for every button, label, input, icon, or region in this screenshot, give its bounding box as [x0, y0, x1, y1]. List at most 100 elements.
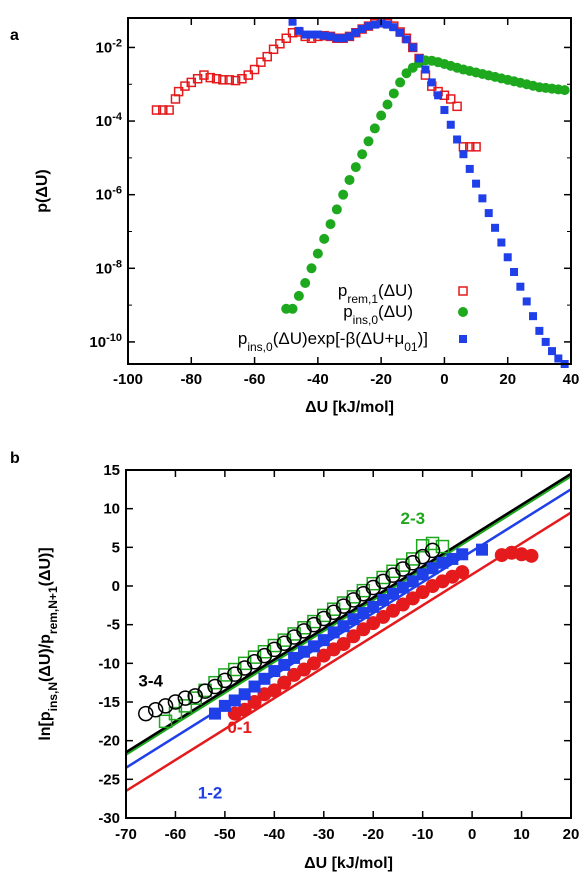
data-point-insexp: [440, 106, 449, 115]
panel-a-x-axis-label: ΔU [kJ/mol]: [305, 399, 394, 416]
data-point-3-4: [345, 592, 362, 608]
data-point-1-2: [248, 680, 261, 693]
y-tick-label: 10-4: [96, 111, 123, 130]
data-point-ins: [559, 85, 570, 96]
data-point-insexp: [427, 78, 436, 87]
data-point-3-4: [246, 654, 263, 670]
data-point-1-2: [367, 600, 380, 613]
data-point-1-2: [288, 651, 301, 664]
data-point-insexp: [383, 20, 392, 29]
y-tick-label: 10-10: [89, 332, 122, 351]
data-point-3-4: [424, 542, 441, 559]
data-point-3-4: [236, 660, 253, 676]
panel-a-label: a: [10, 27, 19, 44]
data-point-rem: [262, 51, 272, 62]
data-point-2-3: [415, 539, 430, 553]
data-point-1-2: [357, 607, 370, 620]
data-point-ins: [363, 136, 374, 147]
data-point-insexp: [541, 337, 550, 346]
x-tick-label: -100: [113, 371, 143, 388]
data-point-insexp: [345, 32, 354, 41]
data-point-ins: [395, 77, 406, 88]
x-tick-label: -40: [307, 371, 329, 388]
data-point-insexp: [548, 347, 557, 356]
x-tick-label: 10: [513, 826, 530, 843]
data-point-rem: [224, 75, 235, 85]
data-point-rem: [158, 105, 168, 115]
panel-a-frame: [127, 17, 572, 365]
data-point-rem: [256, 57, 266, 67]
data-point-insexp: [396, 28, 405, 37]
data-point-insexp: [554, 354, 563, 363]
data-point-ins: [325, 219, 336, 230]
y-tick-label: -30: [98, 810, 120, 827]
data-point-insexp: [339, 34, 348, 43]
x-tick-label: 0: [468, 826, 476, 843]
data-point-insexp: [351, 28, 360, 37]
data-point-insexp: [415, 54, 424, 63]
data-point-insexp: [529, 312, 538, 321]
data-point-rem: [199, 70, 209, 80]
data-point-rem: [151, 105, 162, 115]
data-point-1-2: [327, 626, 340, 639]
data-point-insexp: [484, 209, 493, 218]
panel-b-x-axis-label: ΔU [kJ/mol]: [304, 855, 393, 872]
data-point-insexp: [408, 43, 417, 52]
panel-b-ticks: -70 -60 -50 -40 -30 -20 -10 0 10 20-30-25-20-15-1…: [98, 462, 579, 843]
panel-b-series: [138, 536, 539, 729]
legend-marker-insexp: [459, 335, 467, 343]
data-point-2-3: [178, 699, 193, 713]
data-point-3-4: [147, 701, 164, 718]
data-point-1-2: [446, 552, 459, 565]
data-point-rem: [211, 73, 222, 84]
data-point-2-3: [435, 539, 450, 554]
data-point-3-4: [227, 666, 243, 682]
series-label-1-2: 1-2: [198, 784, 223, 803]
data-point-ins: [306, 263, 317, 274]
data-point-0-1: [346, 629, 361, 644]
data-point-rem: [464, 142, 475, 152]
data-point-0-1: [267, 683, 282, 698]
x-tick-label: -50: [214, 826, 236, 843]
data-point-3-4: [197, 683, 213, 699]
data-point-0-1: [237, 702, 252, 717]
y-tick-label: -5: [107, 617, 120, 634]
data-point-ins: [293, 290, 304, 301]
legend-marker-rem: [458, 286, 468, 296]
data-point-insexp: [364, 22, 373, 31]
series-label-0-1: 0-1: [227, 718, 252, 737]
data-point-ins: [357, 149, 368, 160]
panel-b-ylabel-end: (ΔU)]: [37, 547, 54, 586]
data-point-insexp: [446, 120, 455, 129]
data-point-insexp: [294, 26, 303, 35]
data-point-rem: [275, 39, 285, 49]
data-point-rem: [173, 86, 184, 97]
data-point-insexp: [313, 30, 322, 39]
series-1-2: [209, 543, 488, 720]
x-tick-label: -40: [263, 826, 285, 843]
y-tick-label: 5: [112, 539, 120, 556]
data-point-insexp: [434, 91, 443, 100]
data-point-1-2: [347, 613, 360, 626]
data-point-0-1: [247, 695, 262, 709]
y-tick-label: 10-6: [96, 185, 122, 204]
y-tick-label: 15: [103, 462, 120, 479]
data-point-insexp: [510, 267, 519, 276]
data-point-0-1: [277, 675, 292, 690]
data-point-insexp: [332, 34, 341, 43]
data-point-1-2: [258, 672, 271, 685]
panel-b-ylabel-sub2: rem,N+1: [46, 586, 60, 634]
data-point-3-4: [187, 688, 203, 704]
data-point-ins: [338, 189, 349, 200]
legend-marker-ins: [458, 307, 468, 317]
data-point-insexp: [288, 17, 297, 26]
data-point-0-1: [336, 637, 351, 651]
series-insexp: [288, 17, 569, 368]
data-point-insexp: [301, 30, 310, 39]
data-point-3-4: [276, 635, 292, 651]
data-point-ins: [350, 162, 361, 173]
data-point-3-4: [157, 698, 174, 714]
series-label-3-4: 3-4: [138, 672, 163, 691]
series-3-4: [138, 542, 441, 722]
